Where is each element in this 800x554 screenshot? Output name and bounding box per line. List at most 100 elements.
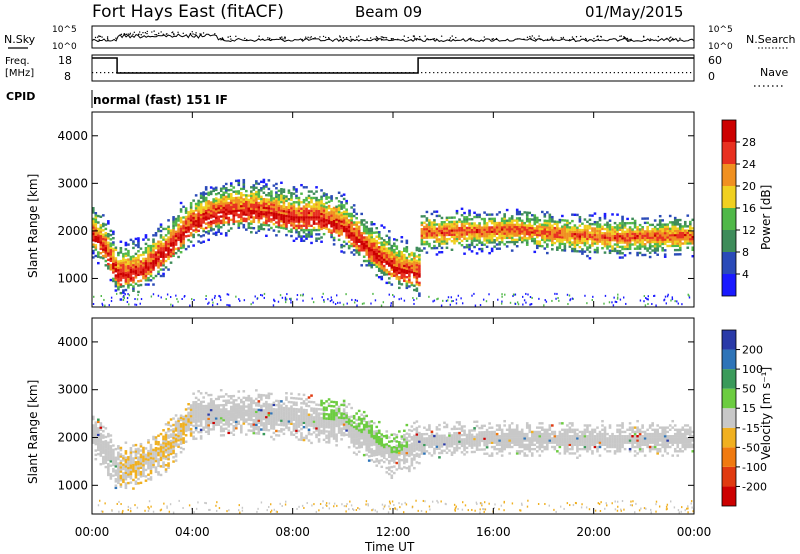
power-cell bbox=[479, 304, 482, 307]
power-cell bbox=[485, 226, 489, 229]
power-cell bbox=[265, 183, 268, 186]
power-cell bbox=[505, 228, 509, 231]
power-cell bbox=[332, 226, 336, 229]
power-cell bbox=[239, 222, 243, 225]
power-cell bbox=[530, 229, 534, 232]
power-cell bbox=[232, 199, 236, 202]
velocity-cell bbox=[94, 421, 98, 424]
power-cell bbox=[197, 199, 200, 203]
power-cell bbox=[420, 230, 424, 233]
velocity-cell bbox=[257, 419, 261, 422]
velocity-cell bbox=[144, 468, 148, 472]
velocity-cell bbox=[104, 444, 108, 447]
power-cell bbox=[405, 241, 409, 245]
power-cell bbox=[375, 246, 379, 249]
power-cell bbox=[503, 221, 506, 225]
power-cell bbox=[603, 232, 607, 235]
power-cell bbox=[199, 209, 203, 212]
power-cell bbox=[608, 240, 612, 244]
velocity-cell bbox=[219, 412, 223, 416]
power-cell bbox=[127, 273, 130, 276]
power-cell bbox=[413, 265, 416, 268]
power-cell bbox=[475, 215, 479, 219]
power-cell bbox=[142, 266, 145, 269]
power-cell bbox=[325, 214, 328, 218]
power-cell bbox=[252, 212, 256, 215]
power-cell bbox=[540, 244, 544, 248]
power-cell bbox=[312, 192, 316, 195]
power-cell bbox=[207, 206, 210, 209]
power-cell bbox=[234, 198, 238, 202]
power-cell bbox=[628, 230, 632, 233]
velocity-cell bbox=[144, 475, 148, 478]
power-cell bbox=[154, 242, 158, 246]
power-cell bbox=[557, 297, 559, 300]
power-cell bbox=[593, 231, 597, 235]
power-cell bbox=[99, 247, 103, 251]
power-cell bbox=[97, 253, 100, 256]
power-cell bbox=[327, 213, 331, 216]
velocity-cell bbox=[172, 456, 175, 459]
velocity-cell bbox=[232, 424, 236, 428]
velocity-cell bbox=[199, 392, 203, 395]
power-cell bbox=[546, 230, 549, 233]
velocity-cell bbox=[162, 439, 165, 443]
power-cell bbox=[330, 216, 333, 219]
power-cell bbox=[137, 239, 140, 242]
power-cell bbox=[663, 225, 667, 228]
power-cell bbox=[508, 228, 511, 231]
nave-point bbox=[176, 72, 178, 74]
power-cell bbox=[191, 298, 193, 301]
power-cell bbox=[255, 192, 258, 196]
power-cell bbox=[238, 298, 240, 301]
power-cell bbox=[683, 233, 687, 237]
power-cell bbox=[498, 221, 501, 225]
power-cell bbox=[310, 198, 313, 202]
power-cell bbox=[395, 262, 399, 265]
power-cell bbox=[347, 223, 351, 226]
velocity-cell bbox=[232, 418, 236, 421]
power-cell bbox=[370, 227, 374, 230]
nave-point bbox=[589, 72, 591, 74]
power-cell bbox=[352, 249, 356, 252]
power-cell bbox=[217, 209, 221, 212]
power-cell bbox=[117, 275, 120, 278]
velocity-cell bbox=[177, 443, 180, 446]
power-cell bbox=[658, 238, 662, 241]
power-cell bbox=[568, 221, 572, 225]
velocity-cell bbox=[192, 403, 195, 406]
nave-point bbox=[112, 72, 114, 74]
power-cell bbox=[573, 243, 577, 246]
velocity-cell bbox=[209, 393, 213, 397]
power-cell bbox=[239, 213, 243, 216]
velocity-cell bbox=[194, 411, 198, 415]
power-cell bbox=[307, 194, 311, 198]
power-cell bbox=[393, 268, 396, 271]
power-cell bbox=[606, 247, 609, 250]
power-cell bbox=[528, 218, 532, 221]
power-cell bbox=[641, 226, 644, 229]
power-cell bbox=[204, 198, 208, 202]
power-cell bbox=[475, 226, 479, 229]
power-cell bbox=[563, 225, 567, 229]
velocity-cell bbox=[109, 455, 113, 459]
velocity-cell bbox=[202, 409, 205, 412]
power-cell bbox=[292, 188, 296, 191]
power-cell bbox=[603, 251, 607, 254]
power-cell bbox=[312, 196, 316, 200]
power-cell bbox=[227, 223, 231, 226]
power-cell bbox=[558, 227, 562, 230]
velocity-cell bbox=[99, 437, 103, 440]
power-cell bbox=[92, 239, 95, 242]
power-cell bbox=[282, 216, 286, 219]
power-cell bbox=[616, 243, 619, 246]
power-cell bbox=[395, 270, 399, 274]
power-cell bbox=[237, 222, 241, 225]
velocity-cell bbox=[207, 411, 210, 414]
power-cell bbox=[354, 299, 357, 302]
power-cell bbox=[310, 231, 313, 234]
velocity-cell bbox=[212, 425, 215, 429]
power-cell bbox=[498, 228, 501, 231]
power-cell bbox=[616, 234, 619, 238]
power-cell bbox=[443, 229, 446, 232]
